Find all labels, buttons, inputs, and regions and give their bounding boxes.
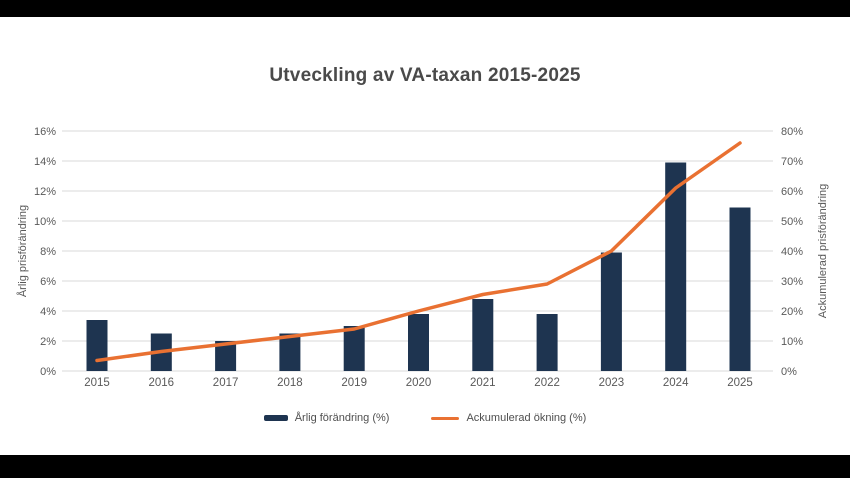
bar-2022 [536,314,558,371]
x-axis-label-2022: 2022 [534,377,560,389]
legend-label-accumulated: Ackumulerad ökning (%) [466,412,587,424]
bar-2020 [408,314,429,371]
x-axis-label-2018: 2018 [277,377,303,389]
right-axis-tick-label: 30% [781,276,803,288]
right-axis-tick-label: 80% [781,126,803,138]
left-axis-tick-label: 16% [34,126,56,138]
line-series-swatch [431,416,460,420]
left-axis-tick-label: 12% [34,186,56,198]
right-axis-tick-label: 70% [781,156,803,168]
legend-item-accumulated: Ackumulerad ökning (%) [431,412,586,424]
bar-2024 [665,162,687,371]
bar-2019 [343,326,365,371]
x-axis-label-2020: 2020 [406,377,432,389]
x-axis-label-2016: 2016 [149,377,175,389]
letterbox-bottom [0,455,850,478]
chart-plot-area: 0% 2% 4% 6% 8% 10% 12% 14% 16% 0% 10% 20% 30% 40% 50% 6… [34,126,803,389]
letterbox-top [0,0,850,17]
accumulated-line [95,141,742,363]
right-axis-tick-label: 20% [781,306,803,318]
bar-2018 [279,333,301,371]
left-axis-tick-label: 14% [34,156,56,168]
left-axis-title: Årlig prisförändring [17,204,29,298]
right-axis-tick-label: 10% [781,336,803,348]
left-axis-tick-label: 0% [40,366,56,378]
chart-canvas: Utveckling av VA-taxan 2015-2025 0% 2% 4% 6… [0,17,850,455]
bar-2023 [600,252,622,371]
right-axis-tick-label: 60% [781,186,803,198]
legend-label-annual: Årlig förändring (%) [294,412,390,424]
right-axis-tick-label: 50% [781,216,803,228]
left-axis-tick-label: 4% [40,306,56,318]
left-axis-tick-label: 10% [34,216,56,228]
bar-series-swatch [263,415,288,421]
x-axis-label-2024: 2024 [663,377,689,389]
x-axis-label-2021: 2021 [470,377,496,389]
bar-2015 [86,320,108,371]
right-axis-tick-label: 0% [781,366,797,378]
legend-item-annual: Årlig förändring (%) [263,412,390,424]
left-axis-tick-label: 2% [40,336,56,348]
bar-2025 [729,207,751,371]
chart-title: Utveckling av VA-taxan 2015-2025 [269,65,581,86]
bar-2017 [215,341,237,371]
bar-2021 [472,299,494,371]
x-axis-label-2023: 2023 [599,377,625,389]
right-axis-tick-label: 40% [781,246,803,258]
x-axis-label-2017: 2017 [213,377,239,389]
x-axis-label-2025: 2025 [727,377,753,389]
chart-legend: Årlig förändring (%) Ackumulerad ökning … [0,412,850,424]
left-axis-tick-label: 6% [40,276,56,288]
x-axis-label-2015: 2015 [84,377,110,389]
right-axis-title: Ackumulerad prisförändring [817,183,829,319]
x-axis-label-2019: 2019 [341,377,367,389]
left-axis-tick-label: 8% [40,246,56,258]
